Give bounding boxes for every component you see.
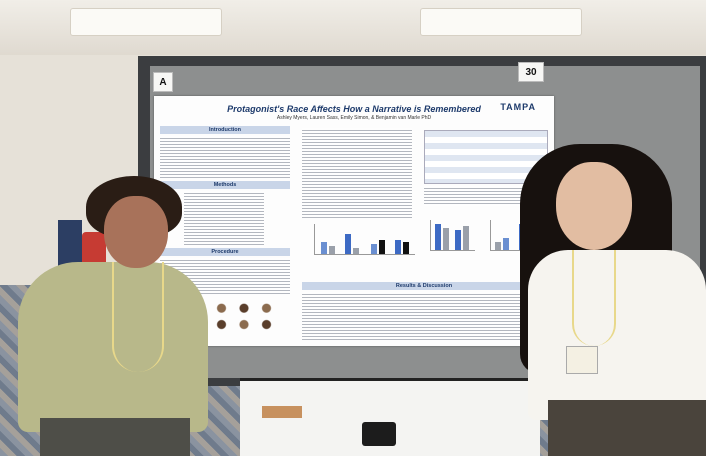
bar-chart-2	[430, 220, 475, 251]
presenter-right-lanyard	[572, 250, 616, 346]
bar	[435, 224, 441, 250]
bar	[495, 242, 501, 250]
name-badge	[566, 346, 598, 374]
bar	[353, 248, 359, 254]
presenter-left-face	[104, 196, 168, 268]
bar	[403, 242, 409, 254]
bar	[455, 230, 461, 250]
bar	[395, 240, 401, 254]
bar	[371, 244, 377, 254]
bar	[379, 240, 385, 254]
section-results: Results & Discussion	[302, 282, 546, 290]
poster-title: Protagonist's Race Affects How a Narrati…	[227, 104, 481, 114]
ceiling-light	[420, 8, 582, 36]
section-introduction: Introduction	[160, 126, 290, 134]
presenter-right-pants	[548, 400, 706, 456]
bar	[443, 228, 449, 250]
results-text	[302, 292, 546, 340]
board-label-right: 30	[518, 62, 544, 82]
section-methods: Methods	[160, 181, 290, 189]
narrative-text	[302, 128, 412, 218]
table-notes	[424, 186, 546, 206]
ceiling-light	[70, 8, 222, 36]
presenter-right-face	[556, 162, 632, 250]
presenter-left-lanyard	[112, 262, 164, 372]
bar	[503, 238, 509, 250]
bar	[345, 234, 351, 254]
banner-stand	[58, 220, 82, 268]
section-procedure: Procedure	[160, 248, 290, 256]
research-poster: Protagonist's Race Affects How a Narrati…	[154, 96, 554, 346]
board-label-left: A	[153, 72, 173, 92]
bar	[329, 246, 335, 254]
table-item	[262, 406, 302, 418]
presenter-right-blouse	[528, 250, 706, 420]
bar	[321, 242, 327, 254]
presenter-left-pants	[40, 418, 190, 456]
methods-text	[184, 191, 264, 247]
phone-on-table	[362, 422, 396, 446]
bar	[463, 226, 469, 250]
poster-logo: TAMPA	[500, 102, 536, 112]
bar-chart-1	[314, 224, 415, 255]
poster-authors: Ashley Myers, Lauren Sass, Emily Simon, …	[276, 115, 432, 121]
intro-text	[160, 136, 290, 178]
